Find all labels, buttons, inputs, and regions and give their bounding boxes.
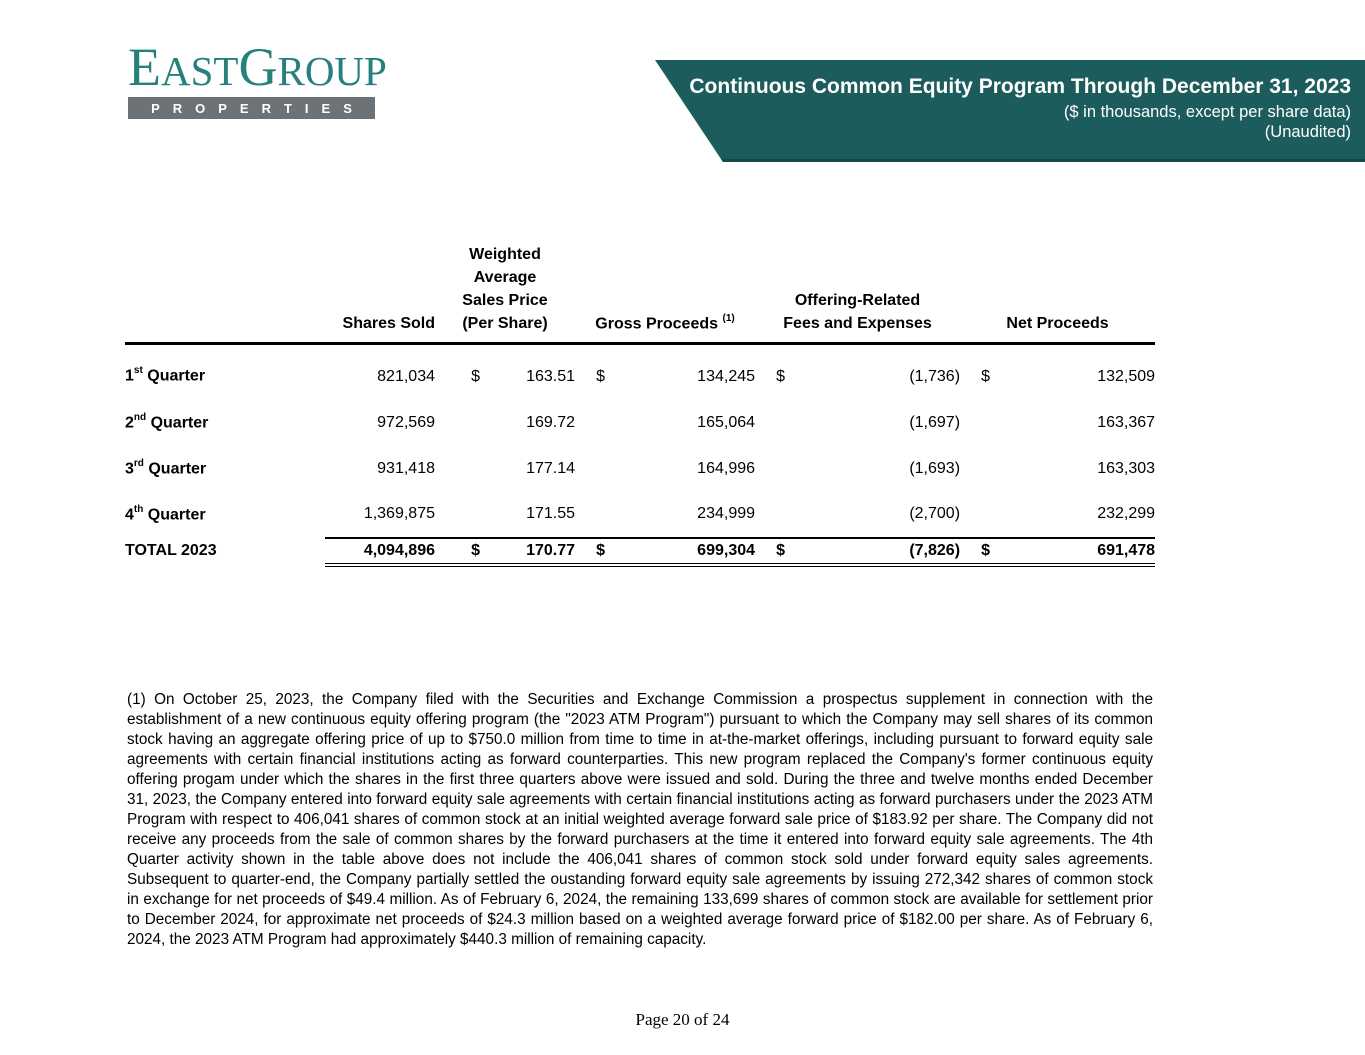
q4-avg-price: 171.55 <box>526 505 575 522</box>
q2-ordinal: nd <box>133 411 147 423</box>
q1-net-dollar-sign: $ <box>981 367 991 385</box>
q2-net-proceeds: 163,367 <box>1097 413 1156 431</box>
footnote-1-text: (1) On October 25, 2023, the Company fil… <box>127 691 1153 948</box>
header-price-line2: Average <box>473 269 537 286</box>
q3-fees-expenses: (1,693) <box>909 459 961 477</box>
eastgroup-logo: EASTGROUP PROPERTIES <box>128 37 387 119</box>
q4-ordinal: th <box>133 503 144 515</box>
q2-number: 2 <box>125 414 134 432</box>
q1-net-proceeds: 132,509 <box>1097 367 1156 385</box>
report-title: Continuous Common Equity Program Through… <box>689 75 1351 98</box>
table-row-q3: 3rd Quarter 931,418 177.14 164,996 (1,69… <box>125 446 1155 492</box>
table-row-total: TOTAL 2023 4,094,896 $ 170.77 $ 699,304 … <box>125 536 1156 567</box>
q1-ordinal: st <box>133 365 143 377</box>
logo-letters-ast: AST <box>161 48 239 94</box>
q1-gross-dollar-sign: $ <box>596 367 605 385</box>
q3-gross-proceeds: 164,996 <box>697 459 756 477</box>
q4-net-proceeds: 232,299 <box>1097 505 1156 522</box>
q3-price-dollar-sign <box>435 446 480 492</box>
q4-gross-proceeds: 234,999 <box>697 505 756 522</box>
q1-fees-dollar-sign: $ <box>776 367 786 385</box>
row-label-q3: 3rd Quarter <box>125 446 325 492</box>
q2-fees-expenses: (1,697) <box>909 413 961 431</box>
table-row-q4: 4th Quarter 1,369,875 171.55 234,999 (2,… <box>125 492 1155 538</box>
q2-fees-dollar-sign <box>755 400 785 446</box>
header-offering-fees: Offering-Related Fees and Expenses <box>755 243 961 345</box>
q3-word: Quarter <box>143 460 207 478</box>
footnote-ref-1: (1) <box>722 312 735 324</box>
row-label-q2: 2nd Quarter <box>125 400 325 446</box>
total-label: TOTAL 2023 <box>125 542 217 559</box>
total-net-proceeds: 691,478 <box>990 536 1156 567</box>
q4-gross-dollar-sign <box>575 492 605 538</box>
report-header-banner: Continuous Common Equity Program Through… <box>655 60 1365 162</box>
q2-word: Quarter <box>146 414 209 432</box>
header-fees-line2: Fees and Expenses <box>783 315 932 332</box>
q1-number: 1 <box>125 367 134 385</box>
header-price-line4: (Per Share) <box>462 315 548 332</box>
total-shares-sold: 4,094,896 <box>325 536 435 567</box>
header-gross-proceeds: Gross Proceeds (1) <box>575 243 756 345</box>
report-subtitle-unaudited: (Unaudited) <box>1264 123 1351 141</box>
total-fees-dollar-sign: $ <box>755 536 786 567</box>
equity-program-table: Shares Sold Weighted Average Sales Price… <box>125 243 1156 567</box>
table-row-q1: 1st Quarter 821,034 $ 163.51 $ 134,245 $… <box>125 344 1155 400</box>
q3-shares-sold: 931,418 <box>377 459 435 477</box>
q3-net-proceeds: 163,303 <box>1097 459 1156 477</box>
q3-gross-dollar-sign <box>575 446 605 492</box>
q1-avg-price: 163.51 <box>526 367 575 385</box>
q4-net-dollar-sign <box>960 492 990 538</box>
q4-price-dollar-sign <box>435 492 480 538</box>
logo-properties-bar: PROPERTIES <box>128 97 375 119</box>
header-row-label-spacer <box>125 243 325 345</box>
q2-avg-price: 169.72 <box>526 413 575 431</box>
total-gross-dollar-sign: $ <box>575 536 605 567</box>
q4-shares-sold: 1,369,875 <box>363 505 435 522</box>
header-weighted-average-sales-price: Weighted Average Sales Price (Per Share) <box>435 243 575 345</box>
header-gross-proceeds-text: Gross Proceeds <box>595 315 719 332</box>
total-net-dollar-sign: $ <box>960 536 991 567</box>
q3-fees-dollar-sign <box>755 446 785 492</box>
page-number: Page 20 of 24 <box>635 1010 730 1029</box>
q4-number: 4 <box>125 506 134 524</box>
logo-properties-text: PROPERTIES <box>151 100 365 116</box>
q1-gross-proceeds: 134,245 <box>697 367 756 385</box>
q4-fees-dollar-sign <box>755 492 785 538</box>
q1-word: Quarter <box>142 367 206 385</box>
q1-price-dollar-sign: $ <box>471 367 480 385</box>
row-label-q4: 4th Quarter <box>125 492 325 538</box>
header-fees-line1: Offering-Related <box>794 292 921 309</box>
table-header-row: Shares Sold Weighted Average Sales Price… <box>125 243 1156 345</box>
row-label-q1: 1st Quarter <box>125 344 325 400</box>
q4-word: Quarter <box>143 506 206 524</box>
q3-ordinal: rd <box>133 457 144 469</box>
q2-gross-dollar-sign <box>575 400 605 446</box>
logo-letter-g: G <box>238 37 278 97</box>
total-price-dollar-sign: $ <box>435 536 480 567</box>
q2-gross-proceeds: 165,064 <box>697 413 756 431</box>
q3-number: 3 <box>125 460 134 478</box>
total-avg-price: 170.77 <box>480 536 575 567</box>
q2-shares-sold: 972,569 <box>377 413 435 431</box>
q3-net-dollar-sign <box>960 446 990 492</box>
total-fees-expenses: (7,826) <box>785 536 961 567</box>
q2-net-dollar-sign <box>960 400 990 446</box>
header-price-line1: Weighted <box>469 246 541 263</box>
header-price-line3: Sales Price <box>462 292 548 309</box>
q2-price-dollar-sign <box>435 400 480 446</box>
report-subtitle-units: ($ in thousands, except per share data) <box>1063 103 1351 121</box>
logo-letters-roup: ROUP <box>277 48 387 94</box>
q3-avg-price: 177.14 <box>526 459 575 477</box>
table-row-q2: 2nd Quarter 972,569 169.72 165,064 (1,69… <box>125 400 1155 446</box>
q1-fees-expenses: (1,736) <box>909 367 961 385</box>
header-shares-sold: Shares Sold <box>325 243 435 345</box>
header-net-proceeds: Net Proceeds <box>960 243 1156 345</box>
logo-wordmark: EASTGROUP <box>128 37 387 97</box>
q4-fees-expenses: (2,700) <box>909 505 961 522</box>
total-gross-proceeds: 699,304 <box>605 536 756 567</box>
logo-letter-e: E <box>128 37 161 97</box>
q1-shares-sold: 821,034 <box>377 367 435 385</box>
